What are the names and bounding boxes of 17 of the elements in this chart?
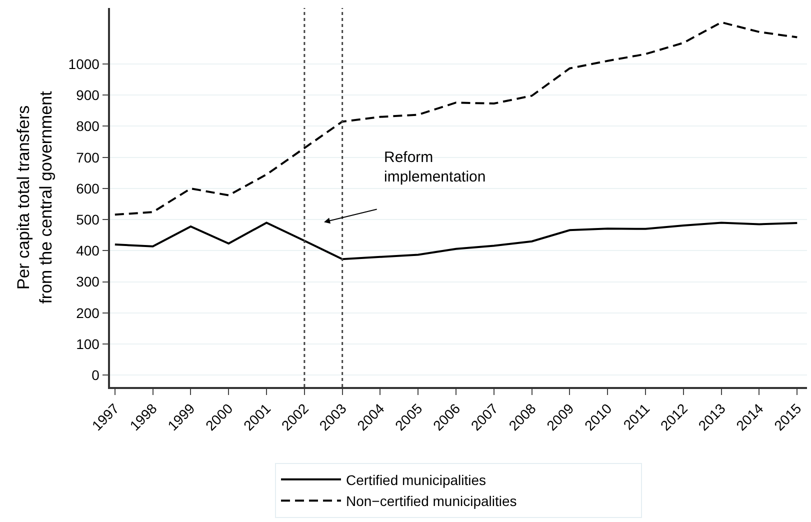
y-tick-label: 800 (76, 118, 100, 134)
y-tick-label: 700 (76, 149, 100, 166)
line-series (114, 21, 798, 216)
y-tick-label: 100 (76, 336, 100, 352)
y-tick-label: 0 (92, 367, 100, 384)
y-tick-label: 900 (76, 87, 100, 104)
legend-label: Certified municipalities (346, 472, 486, 488)
y-axis-title: Per capita total transfers from the central government (14, 90, 56, 304)
y-tick-label: 500 (76, 211, 100, 228)
y-tick-label: 300 (76, 274, 100, 290)
line-series (114, 222, 798, 260)
y-tick-label: 400 (76, 242, 100, 259)
y-tick-label: 200 (76, 304, 100, 321)
y-tick-label: 600 (76, 180, 100, 196)
y-tick-label: 1000 (68, 56, 100, 72)
annotation: Reform implementation (384, 149, 486, 186)
legend-label: Non−certified municipalities (346, 493, 517, 510)
